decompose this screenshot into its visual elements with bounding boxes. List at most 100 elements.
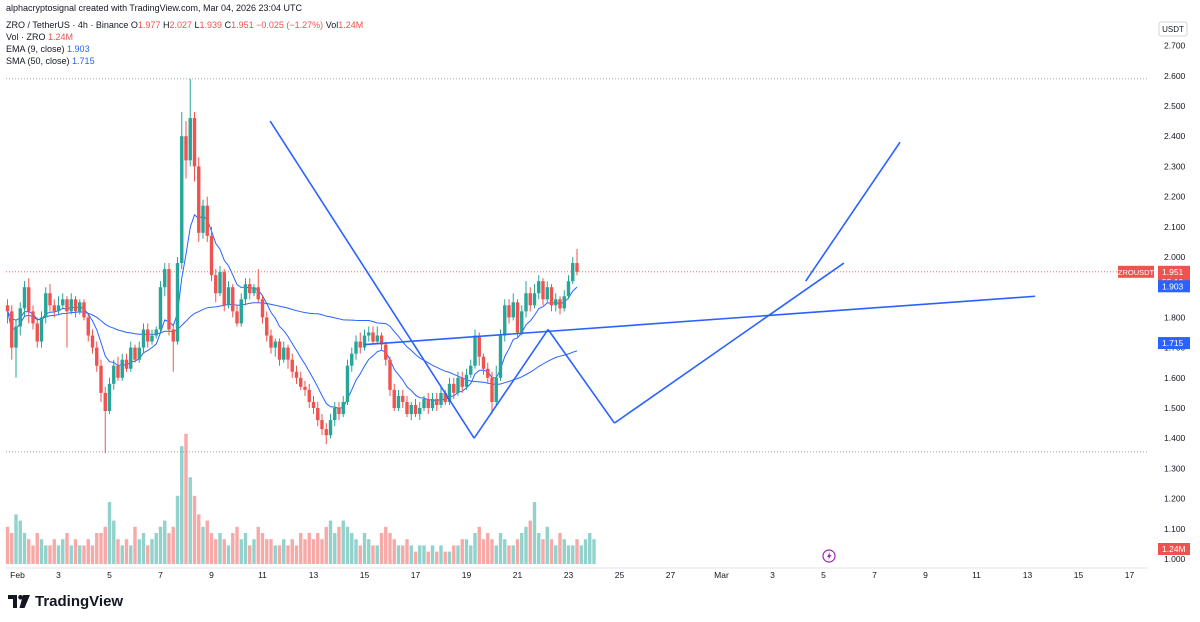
candle-body[interactable] [78, 302, 82, 312]
candle-body[interactable] [456, 377, 460, 393]
candle-body[interactable] [116, 365, 120, 378]
candle-body[interactable] [218, 272, 222, 294]
tradingview-logo[interactable]: TradingView [8, 593, 123, 610]
candle-body[interactable] [558, 299, 562, 309]
candle-body[interactable] [316, 408, 320, 421]
candle-body[interactable] [409, 404, 413, 415]
candle-body[interactable] [239, 299, 243, 324]
candle-body[interactable] [460, 377, 464, 387]
candle-body[interactable] [235, 311, 239, 324]
candle-body[interactable] [158, 287, 163, 330]
candle-body[interactable] [129, 347, 133, 369]
candle-body[interactable] [498, 335, 503, 378]
candle-body[interactable] [192, 118, 197, 167]
candle-body[interactable] [532, 293, 537, 306]
candle-body[interactable] [201, 205, 205, 233]
candle-body[interactable] [545, 287, 549, 300]
candle-body[interactable] [167, 269, 171, 330]
volume-tag[interactable] [1158, 543, 1190, 555]
candle-body[interactable] [184, 136, 188, 161]
candle-body[interactable] [571, 263, 575, 282]
candle-body[interactable] [388, 359, 392, 390]
candle-body[interactable] [379, 335, 384, 345]
candle-body[interactable] [511, 302, 515, 318]
candle-body[interactable] [243, 284, 248, 300]
currency-box[interactable] [1158, 21, 1188, 37]
candle-body[interactable] [73, 299, 78, 312]
candle-body[interactable] [286, 347, 290, 360]
candle-body[interactable] [154, 329, 158, 336]
candle-body[interactable] [537, 281, 541, 294]
candle-body[interactable] [447, 383, 452, 402]
candle-body[interactable] [333, 408, 337, 421]
ema-line[interactable] [7, 214, 578, 409]
candle-body[interactable] [477, 335, 481, 357]
candle-body[interactable] [107, 383, 112, 412]
trendline[interactable] [364, 295, 1036, 346]
candle-body[interactable] [486, 368, 490, 378]
candle-body[interactable] [426, 398, 430, 408]
candle-body[interactable] [82, 302, 86, 318]
candle-body[interactable] [277, 341, 282, 360]
candle-body[interactable] [418, 408, 422, 415]
candle-body[interactable] [31, 311, 35, 324]
candle-body[interactable] [95, 347, 99, 366]
candle-body[interactable] [384, 344, 388, 360]
price-chart[interactable]: USDT 1.000 1.100 1.200 1.300 1.400 1.500 1.600 1… [0, 0, 1200, 590]
candle-body[interactable] [197, 166, 201, 233]
candle-body[interactable] [481, 356, 486, 369]
candle-body[interactable] [222, 272, 226, 306]
candle-body[interactable] [175, 263, 180, 342]
ema-legend[interactable]: EMA (9, close) 1.903 [6, 44, 90, 55]
candle-body[interactable] [44, 293, 48, 318]
candle-body[interactable] [503, 305, 507, 336]
candle-body[interactable] [324, 429, 328, 436]
candle-body[interactable] [473, 335, 477, 366]
candle-body[interactable] [294, 371, 299, 378]
candle-body[interactable] [320, 420, 324, 430]
candle-body[interactable] [375, 335, 379, 342]
candle-body[interactable] [422, 398, 426, 408]
trendline[interactable] [547, 329, 616, 424]
candle-body[interactable] [48, 293, 52, 306]
candle-body[interactable] [205, 205, 209, 236]
candle-body[interactable] [311, 401, 316, 408]
candle-body[interactable] [273, 341, 277, 348]
candle-body[interactable] [90, 335, 95, 348]
candle-body[interactable] [392, 389, 396, 408]
candle-body[interactable] [554, 299, 558, 306]
candle-body[interactable] [307, 389, 311, 402]
candle-body[interactable] [56, 305, 61, 312]
candle-body[interactable] [290, 359, 294, 372]
candle-body[interactable] [163, 269, 167, 288]
candle-body[interactable] [124, 359, 129, 369]
candle-body[interactable] [69, 299, 73, 312]
candle-body[interactable] [358, 341, 362, 348]
candle-body[interactable] [575, 263, 579, 272]
volume-legend[interactable]: Vol · ZRO 1.24M [6, 32, 73, 43]
candle-body[interactable] [328, 420, 333, 436]
candle-body[interactable] [341, 401, 345, 415]
candle-body[interactable] [362, 335, 367, 348]
candle-body[interactable] [252, 287, 256, 294]
candle-body[interactable] [299, 377, 303, 387]
trendline[interactable] [804, 141, 901, 282]
candle-body[interactable] [5, 305, 10, 312]
candle-body[interactable] [413, 404, 418, 415]
ema-price-tag[interactable] [1158, 280, 1190, 293]
candle-body[interactable] [231, 287, 235, 312]
candle-body[interactable] [396, 395, 401, 408]
candle-body[interactable] [520, 311, 524, 333]
candle-body[interactable] [464, 374, 469, 387]
candle-body[interactable] [52, 305, 56, 312]
candle-body[interactable] [528, 293, 532, 306]
candle-body[interactable] [14, 326, 18, 348]
candle-body[interactable] [354, 341, 358, 354]
candle-body[interactable] [18, 308, 22, 327]
price-axis-panel[interactable] [1152, 14, 1200, 580]
candle-body[interactable] [180, 136, 184, 264]
candle-body[interactable] [39, 317, 44, 342]
candle-body[interactable] [549, 287, 554, 306]
candle-body[interactable] [137, 347, 141, 360]
candle-body[interactable] [141, 329, 146, 348]
